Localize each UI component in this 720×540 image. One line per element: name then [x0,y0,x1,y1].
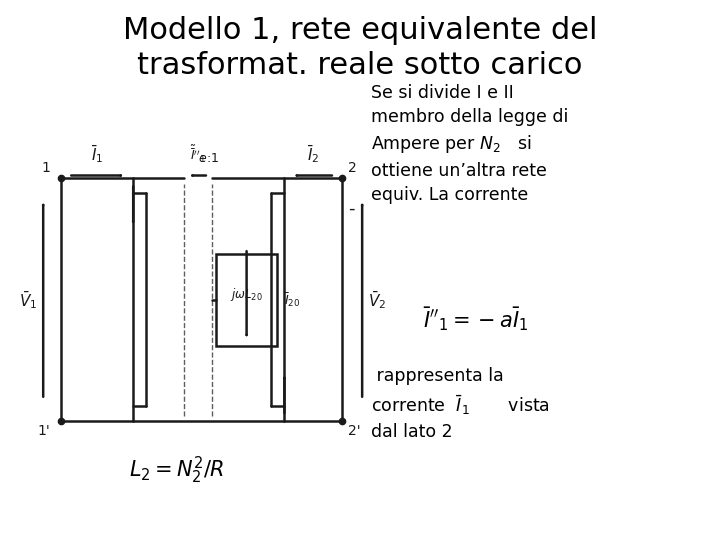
Text: $\bar{I}''_1 = -a\bar{I}_1$: $\bar{I}''_1 = -a\bar{I}_1$ [423,305,528,333]
Text: $\bar{V}_1$: $\bar{V}_1$ [19,289,37,310]
Text: $\bar{I}_{20}$: $\bar{I}_{20}$ [284,291,301,308]
Text: $\bar{I}_2$: $\bar{I}_2$ [307,143,320,165]
Text: $\bar{V}_2$: $\bar{V}_2$ [368,289,386,310]
Bar [216,254,277,346]
Text: 1': 1' [37,424,50,438]
Text: $L_2 = N_2^2 / R$: $L_2 = N_2^2 / R$ [129,455,224,486]
Text: Se si divide I e II
membro della legge di
Ampere per $N_2$   si
ottiene un’altra: Se si divide I e II membro della legge d… [371,84,568,204]
Text: -: - [348,200,354,218]
Text: 2: 2 [348,161,356,176]
Text: $\tilde{\bar{I}}''_1$: $\tilde{\bar{I}}''_1$ [190,144,206,165]
Text: $e\!:\!1$: $e\!:\!1$ [198,152,220,165]
Text: 1: 1 [42,161,50,176]
Text: rappresenta la
corrente  $\bar{I}_1$       vista
dal lato 2: rappresenta la corrente $\bar{I}_1$ vist… [371,367,549,441]
Text: Modello 1, rete equivalente del
trasformat. reale sotto carico: Modello 1, rete equivalente del trasform… [122,16,598,80]
Text: 2': 2' [348,424,361,438]
Text: $\bar{I}_1$: $\bar{I}_1$ [91,143,104,165]
Text: $j\omega L_{20}$: $j\omega L_{20}$ [230,286,263,303]
